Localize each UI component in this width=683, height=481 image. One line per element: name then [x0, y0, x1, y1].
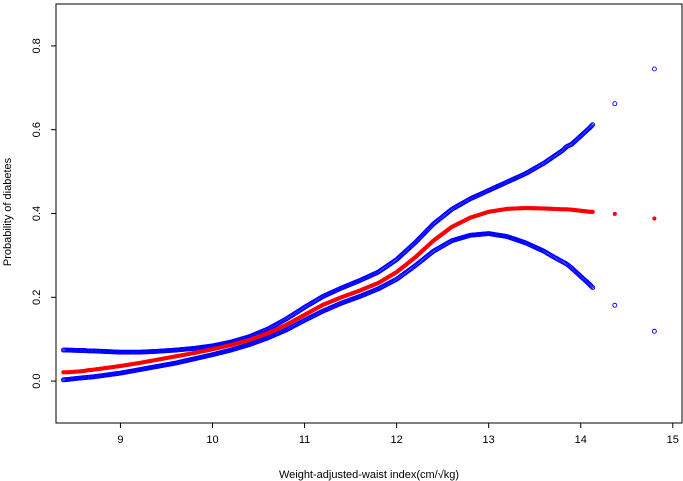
data-point [589, 284, 595, 290]
x-axis: 9 10 11 12 13 14 15 [117, 423, 679, 446]
data-point [651, 328, 657, 334]
series-lower-bound [60, 231, 657, 383]
data-point [612, 101, 618, 107]
series-layer [60, 66, 657, 383]
data-point [590, 122, 596, 128]
data-point [590, 209, 595, 214]
data-point [652, 216, 657, 221]
y-tick-label: 0.0 [31, 373, 43, 388]
data-point [612, 211, 617, 216]
y-axis: 0.0 0.2 0.4 0.6 0.8 [31, 38, 56, 389]
data-point [651, 66, 657, 72]
y-axis-title: Probability of diabetes [2, 157, 14, 266]
series-upper-bound [60, 66, 657, 355]
x-tick-label: 11 [299, 434, 310, 446]
series-estimate [61, 205, 657, 375]
x-tick-label: 14 [575, 434, 587, 446]
y-tick-label: 0.6 [31, 122, 43, 137]
y-tick-label: 0.4 [31, 206, 43, 221]
x-tick-label: 9 [117, 434, 123, 446]
x-tick-label: 12 [390, 434, 402, 446]
x-tick-label: 10 [206, 434, 218, 446]
data-point [589, 123, 595, 129]
x-axis-title: Weight-adjusted-waist index(cm/√kg) [279, 469, 459, 481]
y-tick-label: 0.8 [31, 38, 43, 53]
data-point [612, 302, 618, 308]
y-tick-label: 0.2 [31, 290, 43, 305]
data-point [590, 285, 596, 291]
x-tick-label: 13 [483, 434, 495, 446]
x-tick-label: 15 [667, 434, 679, 446]
